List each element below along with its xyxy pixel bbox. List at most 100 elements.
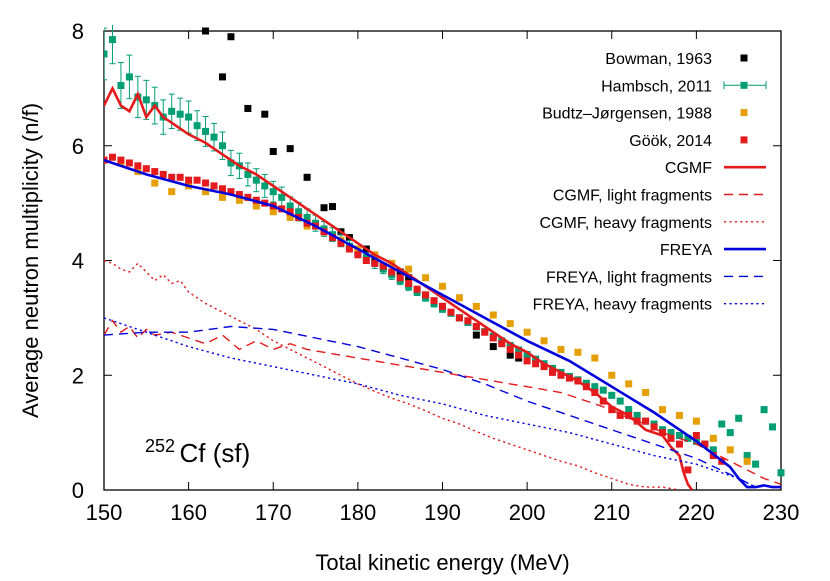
data-point bbox=[328, 234, 336, 242]
data-point bbox=[506, 351, 514, 359]
annotation-main: Cf (sf) bbox=[180, 438, 251, 468]
data-point bbox=[269, 147, 277, 155]
data-point bbox=[455, 314, 463, 322]
data-point bbox=[117, 156, 125, 164]
data-point bbox=[193, 122, 201, 130]
x-axis-label: Total kinetic energy (MeV) bbox=[315, 550, 569, 575]
data-point bbox=[134, 162, 142, 170]
data-point bbox=[125, 159, 133, 167]
data-point bbox=[489, 311, 497, 319]
x-tick-label: 230 bbox=[763, 500, 800, 525]
data-point bbox=[295, 208, 303, 216]
data-point bbox=[104, 50, 108, 58]
data-point bbox=[142, 96, 150, 104]
data-point bbox=[464, 317, 472, 325]
data-point bbox=[481, 328, 489, 336]
data-point bbox=[532, 360, 540, 368]
data-point bbox=[227, 159, 235, 167]
data-point bbox=[769, 423, 777, 431]
data-point bbox=[659, 406, 667, 414]
series-4 bbox=[104, 85, 694, 490]
y-tick-label: 0 bbox=[72, 478, 84, 503]
legend-label: FREYA, heavy fragments bbox=[533, 297, 712, 314]
data-point bbox=[185, 176, 193, 184]
series-8 bbox=[104, 325, 756, 488]
data-point bbox=[659, 429, 667, 437]
series-line bbox=[104, 259, 680, 490]
data-point bbox=[151, 179, 159, 187]
data-point bbox=[642, 417, 650, 425]
data-point bbox=[185, 113, 193, 121]
data-point bbox=[108, 153, 116, 161]
data-point bbox=[193, 176, 201, 184]
data-point bbox=[684, 466, 692, 474]
series-6 bbox=[104, 259, 680, 490]
data-point bbox=[472, 322, 480, 330]
data-point bbox=[692, 431, 700, 439]
data-point bbox=[210, 182, 218, 190]
x-tick-label: 150 bbox=[86, 500, 123, 525]
data-point bbox=[303, 213, 311, 221]
data-point bbox=[616, 397, 624, 405]
data-point bbox=[202, 27, 210, 35]
data-point bbox=[777, 469, 785, 477]
data-point bbox=[396, 274, 404, 282]
data-point bbox=[159, 170, 167, 178]
data-point bbox=[515, 351, 523, 359]
data-point bbox=[625, 406, 633, 414]
legend-swatch bbox=[740, 136, 748, 144]
legend-label: Budtz–Jørgensen, 1988 bbox=[542, 106, 712, 123]
data-point bbox=[506, 341, 514, 349]
data-point bbox=[540, 363, 548, 371]
data-point bbox=[337, 239, 345, 247]
data-point bbox=[388, 268, 396, 276]
data-point bbox=[168, 188, 176, 196]
data-point bbox=[675, 411, 683, 419]
data-point bbox=[633, 411, 641, 419]
legend-swatch bbox=[740, 54, 748, 62]
data-point bbox=[472, 302, 480, 310]
data-point bbox=[574, 348, 582, 356]
legend-label: FREYA, light fragments bbox=[546, 269, 712, 286]
x-tick-label: 180 bbox=[340, 500, 377, 525]
legend-label: Hambsch, 2011 bbox=[601, 78, 712, 95]
series-line bbox=[104, 158, 781, 489]
series-line bbox=[104, 319, 782, 485]
data-point bbox=[667, 429, 675, 437]
data-point bbox=[506, 320, 514, 328]
y-tick-label: 8 bbox=[72, 19, 84, 44]
data-point bbox=[218, 73, 226, 81]
x-tick-label: 210 bbox=[593, 500, 630, 525]
data-point bbox=[455, 294, 463, 302]
legend-label: CGMF, heavy fragments bbox=[540, 215, 713, 232]
series-layer bbox=[104, 25, 785, 490]
data-point bbox=[202, 127, 210, 135]
data-point bbox=[244, 170, 252, 178]
data-point bbox=[244, 193, 252, 201]
data-point bbox=[286, 208, 294, 216]
x-tick-label: 200 bbox=[509, 500, 546, 525]
data-point bbox=[498, 340, 506, 348]
data-point bbox=[523, 328, 531, 336]
data-point bbox=[286, 213, 294, 221]
data-point bbox=[591, 383, 599, 391]
data-point bbox=[422, 291, 430, 299]
data-point bbox=[540, 337, 548, 345]
data-point bbox=[108, 36, 116, 44]
data-point bbox=[439, 282, 446, 290]
data-point bbox=[328, 203, 336, 211]
data-point bbox=[675, 431, 683, 439]
data-point bbox=[625, 380, 633, 388]
plot-frame bbox=[103, 30, 782, 491]
data-point bbox=[709, 434, 717, 442]
data-point bbox=[760, 406, 768, 414]
data-point bbox=[642, 388, 650, 396]
data-point bbox=[557, 345, 565, 353]
annotation-label: 252 Cf (sf) bbox=[145, 436, 250, 468]
data-point bbox=[320, 204, 328, 212]
data-point bbox=[709, 446, 717, 454]
y-tick-label: 6 bbox=[72, 134, 84, 159]
data-point bbox=[252, 176, 260, 184]
x-tick-label: 190 bbox=[424, 500, 461, 525]
series-5 bbox=[104, 319, 782, 485]
